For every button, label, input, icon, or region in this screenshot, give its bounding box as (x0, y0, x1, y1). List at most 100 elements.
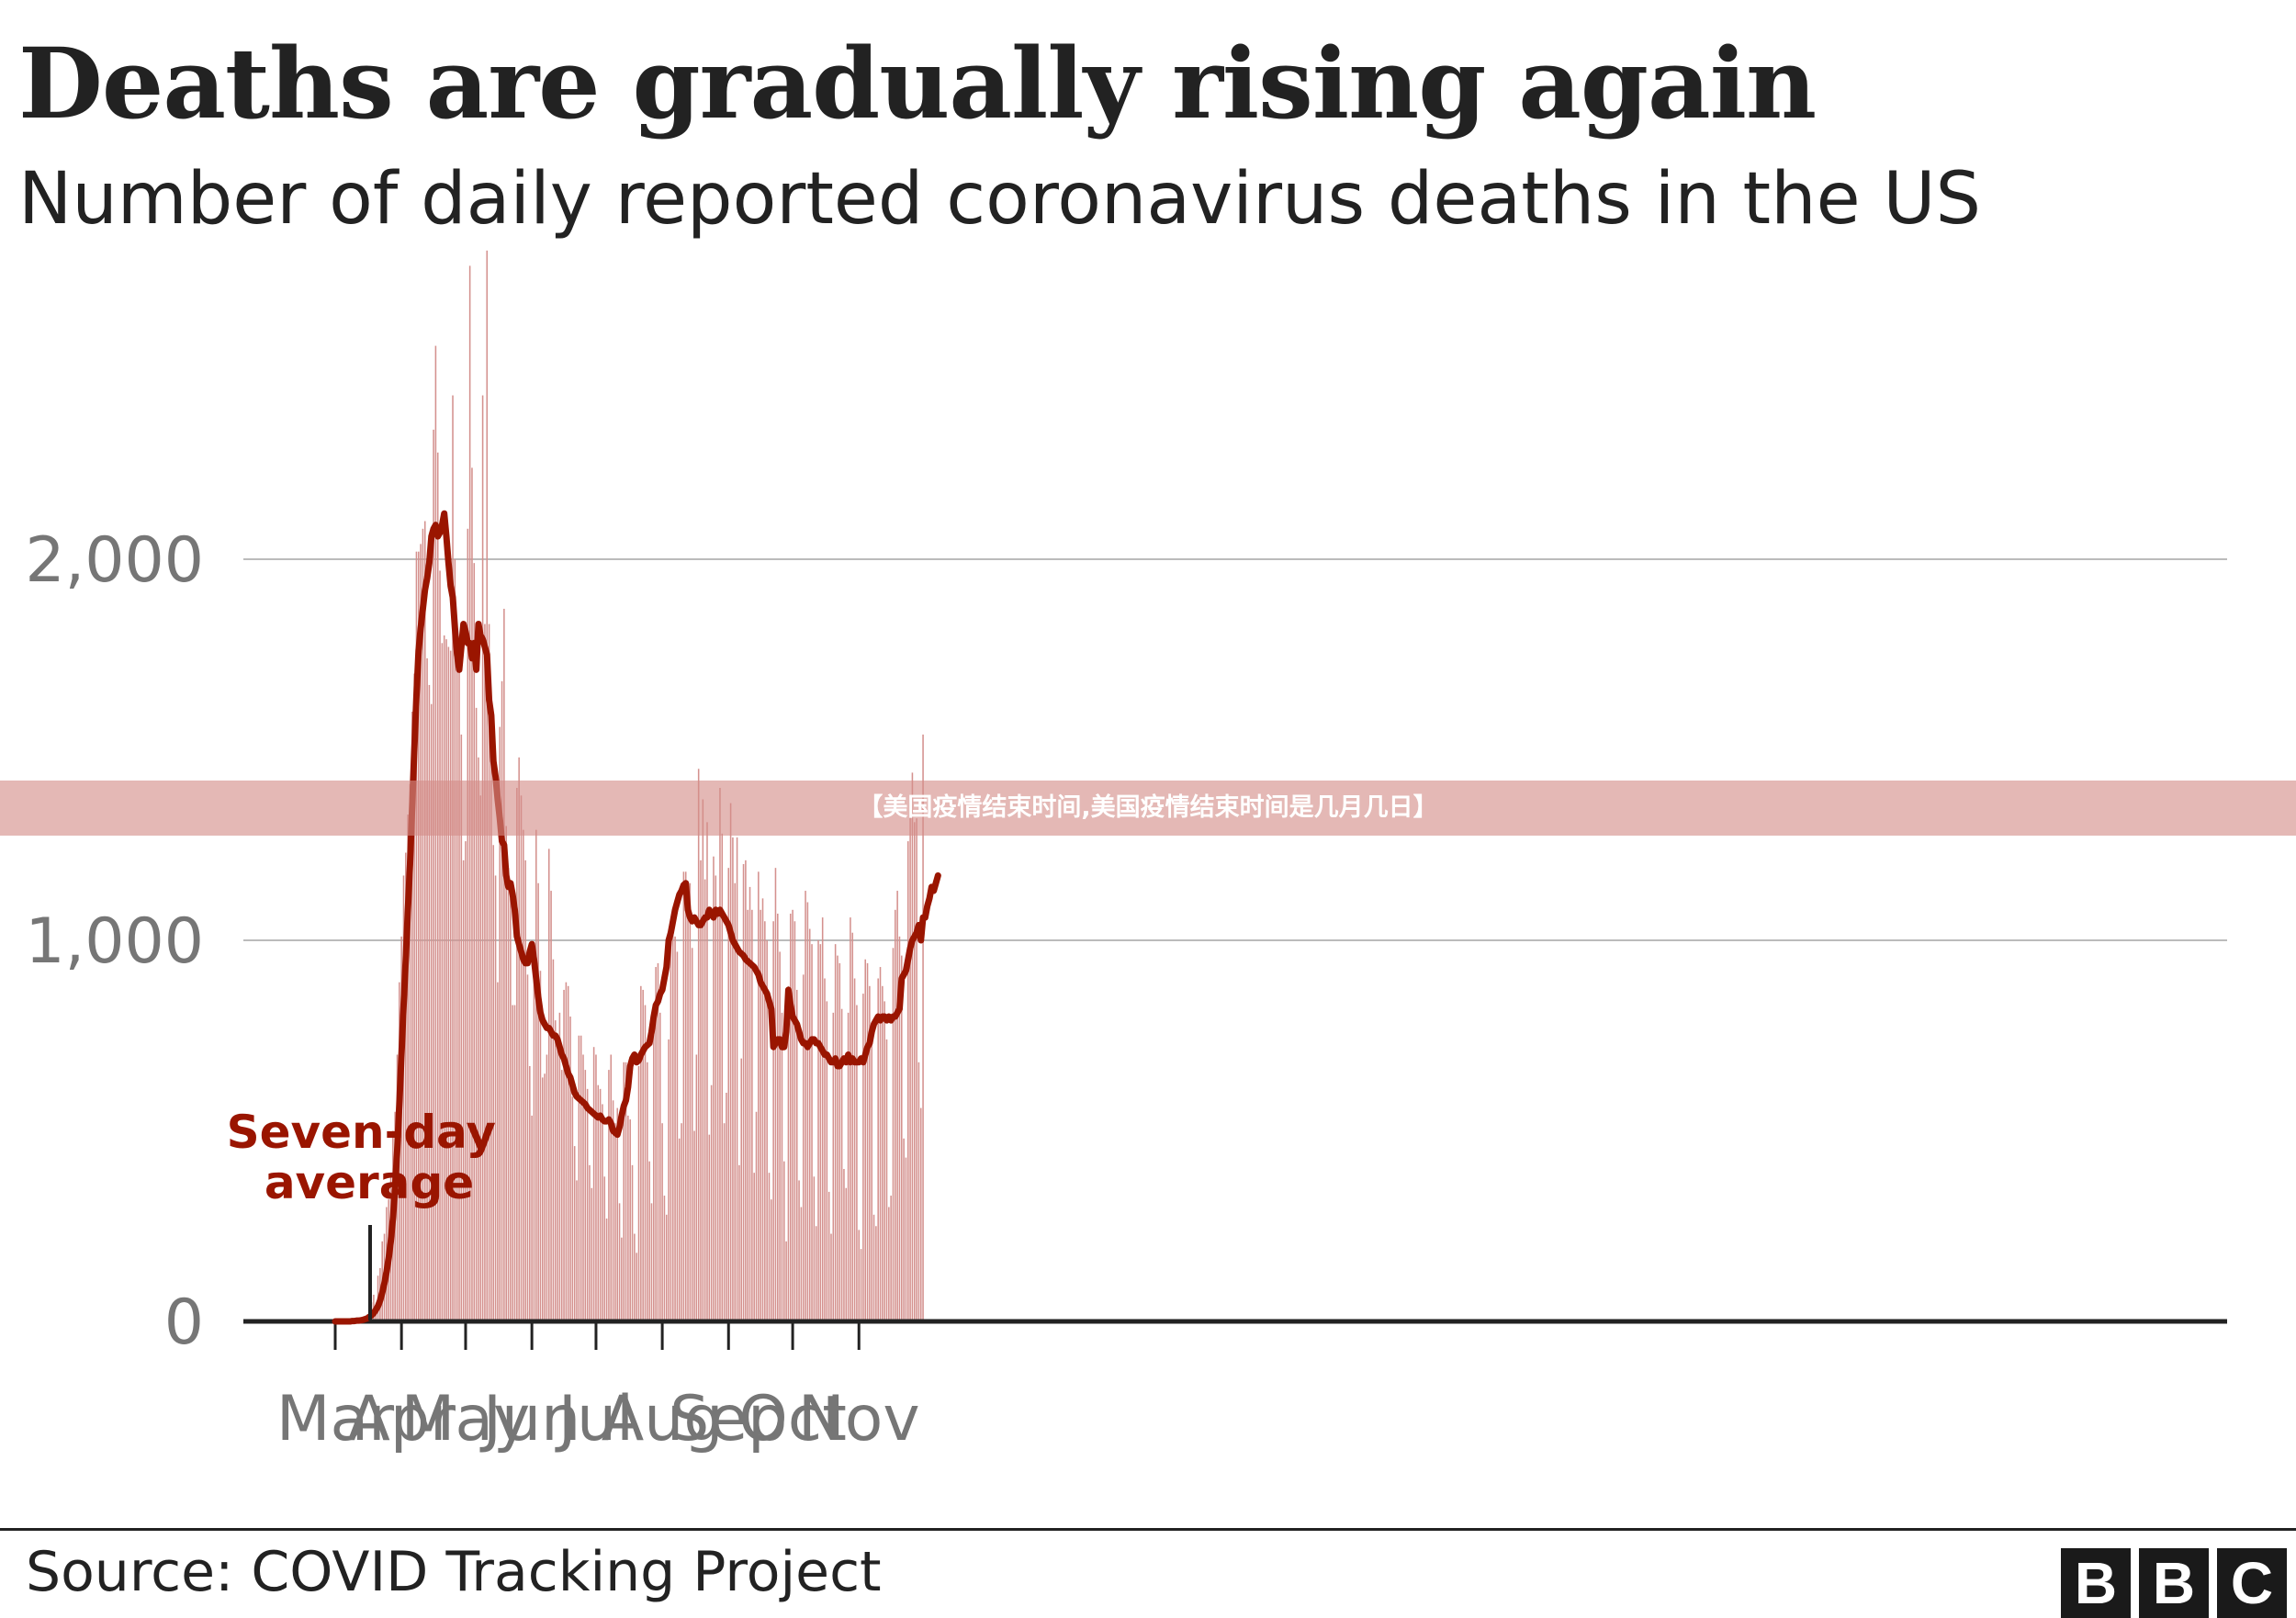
daily-deaths-bar (903, 1139, 905, 1321)
daily-deaths-bar (856, 1006, 858, 1321)
daily-deaths-bar (687, 917, 689, 1321)
daily-deaths-bar (882, 986, 884, 1321)
daily-deaths-bar (535, 830, 537, 1321)
daily-deaths-bar (837, 956, 838, 1321)
daily-deaths-bar (492, 845, 494, 1321)
source-note: Source: COVID Tracking Project (26, 1540, 882, 1604)
daily-deaths-bar (426, 658, 428, 1321)
daily-deaths-bar (854, 979, 856, 1322)
daily-deaths-bar (861, 1249, 862, 1321)
daily-deaths-bar (456, 635, 458, 1321)
daily-deaths-bar (785, 1242, 787, 1321)
daily-deaths-bar (603, 1176, 605, 1321)
daily-deaths-bar (888, 1208, 890, 1322)
daily-deaths-bar (737, 837, 738, 1321)
daily-deaths-bar (550, 891, 552, 1321)
daily-deaths-bar (647, 1062, 648, 1321)
daily-deaths-bar (668, 1039, 670, 1321)
daily-deaths-bar (555, 1020, 557, 1321)
daily-deaths-bar (465, 841, 467, 1321)
footer-divider (0, 1528, 2296, 1531)
daily-deaths-bar (805, 891, 806, 1321)
y-tick-label: 0 (164, 1287, 204, 1359)
daily-deaths-bar (648, 1162, 650, 1321)
daily-deaths-bar (537, 883, 539, 1321)
daily-deaths-bar (616, 1108, 618, 1321)
daily-deaths-bar (715, 875, 717, 1321)
daily-deaths-bar (651, 1203, 653, 1321)
daily-deaths-bar (771, 1199, 772, 1321)
daily-deaths-bar (846, 1188, 848, 1321)
daily-deaths-bar (918, 1062, 920, 1321)
daily-deaths-bar (685, 871, 687, 1321)
daily-deaths-bar (661, 1123, 663, 1321)
daily-deaths-bar (677, 951, 679, 1321)
daily-deaths-bar (484, 624, 486, 1321)
daily-deaths-bar (634, 1234, 636, 1321)
daily-deaths-bar (717, 914, 719, 1321)
daily-deaths-bar (871, 1024, 872, 1321)
daily-deaths-bar (914, 822, 916, 1321)
daily-deaths-bar (595, 1055, 597, 1322)
daily-deaths-bar (920, 1108, 922, 1321)
daily-deaths-bar (458, 669, 460, 1321)
daily-deaths-bar (448, 646, 450, 1321)
daily-deaths-bar (569, 1017, 571, 1321)
bbc-logo-block-3: C (2217, 1548, 2287, 1618)
daily-deaths-bar (909, 803, 911, 1321)
daily-deaths-bar (580, 1036, 582, 1321)
daily-deaths-bar (782, 1013, 783, 1321)
daily-deaths-bar (503, 609, 505, 1321)
daily-deaths-bar (726, 1093, 727, 1321)
daily-deaths-bar (745, 860, 747, 1321)
daily-deaths-bar (827, 1001, 828, 1321)
daily-deaths-bar (886, 1039, 888, 1321)
daily-deaths-bar (587, 1089, 589, 1321)
daily-deaths-bar (546, 1055, 548, 1322)
daily-deaths-bar (867, 963, 869, 1321)
daily-deaths-bar (696, 1055, 698, 1322)
daily-deaths-bar (764, 921, 766, 1321)
daily-deaths-bar (572, 1096, 574, 1321)
daily-deaths-bar (772, 921, 774, 1321)
daily-deaths-bar (576, 1180, 578, 1321)
daily-deaths-bar (529, 1066, 531, 1321)
daily-deaths-bar (851, 933, 853, 1321)
daily-deaths-bar (893, 948, 895, 1321)
daily-deaths-bar (557, 1039, 558, 1321)
seven-day-average-annotation: Seven-day average (227, 1106, 512, 1209)
bbc-logo-block-2: B (2139, 1548, 2209, 1618)
daily-deaths-bar (756, 1112, 758, 1321)
daily-deaths-bar (600, 1089, 602, 1321)
daily-deaths-bar (442, 643, 444, 1321)
daily-deaths-bar (670, 921, 672, 1321)
daily-deaths-bar (568, 986, 569, 1321)
daily-deaths-bar (751, 910, 753, 1321)
daily-deaths-bar (602, 1104, 603, 1321)
daily-deaths-bar (740, 1059, 742, 1321)
daily-deaths-bar (809, 929, 811, 1321)
y-tick-label: 1,000 (25, 905, 204, 978)
daily-deaths-bar (758, 871, 760, 1321)
daily-deaths-bar (769, 1173, 771, 1321)
watermark-banner-text: 【美国疫情结束时间,美国疫情结束时间是几月几日】 (0, 781, 2296, 836)
daily-deaths-bar (794, 921, 796, 1321)
daily-deaths-bar (790, 914, 792, 1321)
daily-deaths-bar (445, 639, 447, 1321)
daily-deaths-bar (803, 974, 805, 1321)
daily-deaths-bar (674, 937, 676, 1321)
daily-deaths-bar (753, 1173, 755, 1321)
daily-deaths-bar (683, 871, 685, 1321)
daily-deaths-bar (495, 875, 497, 1321)
daily-deaths-bar (521, 795, 523, 1321)
daily-deaths-bar (877, 979, 879, 1322)
daily-deaths-bar (895, 910, 896, 1321)
daily-deaths-bar (561, 1070, 563, 1321)
daily-deaths-bar (730, 803, 732, 1321)
x-tick-label: Nov (798, 1383, 920, 1455)
daily-deaths-bar (704, 880, 706, 1321)
daily-deaths-bar (642, 990, 644, 1321)
daily-deaths-bar (636, 1253, 637, 1321)
daily-deaths-bar (816, 1226, 817, 1321)
daily-deaths-bar (858, 1230, 860, 1321)
